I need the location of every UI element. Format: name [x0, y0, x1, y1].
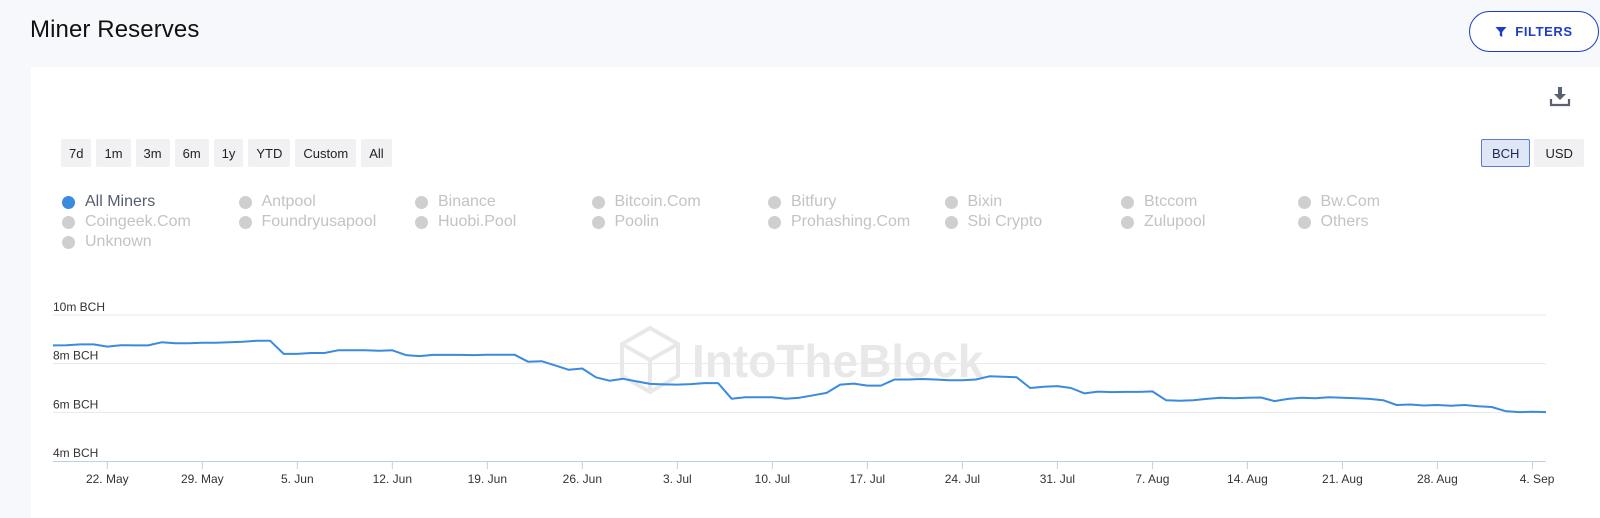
range-button-1m[interactable]: 1m	[96, 139, 131, 167]
legend-item[interactable]: Bw.Com	[1297, 193, 1475, 211]
legend-label: Unknown	[85, 233, 152, 250]
legend-item[interactable]: Btccom	[1121, 193, 1298, 211]
legend: All Miners Antpool Binance Bitcoin.Com Bitfu…	[62, 193, 1472, 251]
legend-item[interactable]: Prohashing.Com	[768, 213, 945, 231]
legend-label: Huobi.Pool	[438, 213, 517, 230]
range-button-1y[interactable]: 1y	[213, 139, 244, 167]
x-tick-label: 4. Sep	[1520, 472, 1555, 486]
x-tick-label: 22. May	[86, 472, 129, 486]
legend-label: Btccom	[1144, 193, 1198, 210]
legend-label: Zulupool	[1144, 213, 1206, 230]
legend-item[interactable]: Huobi.Pool	[415, 213, 592, 231]
x-tick-label: 28. Aug	[1417, 472, 1458, 486]
filters-label: FILTERS	[1515, 24, 1573, 39]
legend-label: Bw.Com	[1320, 193, 1381, 210]
legend-marker	[944, 195, 958, 209]
legend-marker	[768, 195, 781, 209]
legend-marker	[1121, 195, 1134, 209]
legend-label: Foundryusapool	[261, 213, 377, 230]
watermark: IntoTheBlock	[620, 325, 984, 395]
filter-icon	[1495, 26, 1507, 37]
legend-item[interactable]: Antpool	[238, 193, 416, 211]
legend-item[interactable]: Bitfury	[768, 193, 945, 211]
legend-marker	[1297, 195, 1311, 209]
legend-item[interactable]: Poolin	[591, 213, 769, 231]
range-button-7d[interactable]: 7d	[61, 139, 92, 167]
legend-label: Sbi Crypto	[967, 213, 1043, 230]
legend-marker	[62, 215, 75, 229]
legend-item[interactable]: Others	[1297, 213, 1475, 231]
legend-item[interactable]: Unknown	[62, 233, 239, 251]
x-tick-label: 31. Jul	[1040, 472, 1075, 486]
x-tick-label: 12. Jun	[373, 472, 412, 486]
legend-item[interactable]: Sbi Crypto	[944, 213, 1122, 231]
x-tick-label: 5. Jun	[281, 472, 314, 486]
x-tick-label: 19. Jun	[468, 472, 507, 486]
range-button-6m[interactable]: 6m	[174, 139, 209, 167]
y-tick-label: 4m BCH	[53, 446, 98, 460]
legend-marker	[238, 195, 252, 209]
legend-label: Poolin	[614, 213, 659, 230]
y-tick-label: 8m BCH	[53, 349, 98, 363]
legend-marker	[1121, 215, 1134, 229]
y-tick-label: 6m BCH	[53, 397, 98, 411]
legend-label: Prohashing.Com	[791, 213, 911, 230]
y-tick-label: 10m BCH	[53, 300, 105, 314]
legend-marker	[944, 215, 958, 229]
x-tick-label: 21. Aug	[1322, 472, 1363, 486]
legend-marker	[1297, 215, 1311, 229]
legend-item[interactable]: Foundryusapool	[238, 213, 416, 231]
download-icon[interactable]	[1549, 85, 1571, 107]
range-button-custom[interactable]: Custom	[295, 139, 357, 167]
watermark-logo-icon	[620, 325, 680, 395]
legend-item[interactable]: Bitcoin.Com	[591, 193, 769, 211]
range-button-3m[interactable]: 3m	[135, 139, 170, 167]
page-title: Miner Reserves	[30, 16, 200, 43]
legend-label: Bitfury	[791, 193, 837, 210]
x-tick-label: 29. May	[181, 472, 224, 486]
legend-item[interactable]: Binance	[415, 193, 592, 211]
legend-label: Coingeek.Com	[85, 213, 191, 230]
series-line-all-miners	[52, 339, 1547, 414]
legend-item[interactable]: Bixin	[944, 193, 1122, 211]
legend-marker	[591, 215, 605, 229]
legend-item[interactable]: Coingeek.Com	[62, 213, 239, 231]
legend-item[interactable]: All Miners	[62, 193, 239, 211]
x-tick-label: 26. Jun	[563, 472, 602, 486]
x-tick-label: 14. Aug	[1227, 472, 1268, 486]
legend-item[interactable]: Zulupool	[1121, 213, 1298, 231]
unit-button-usd[interactable]: USD	[1534, 139, 1584, 167]
x-tick-label: 10. Jul	[755, 472, 790, 486]
range-button-ytd[interactable]: YTD	[248, 139, 291, 167]
unit-button-bch[interactable]: BCH	[1481, 139, 1531, 167]
x-tick-label: 7. Aug	[1135, 472, 1169, 486]
legend-marker	[415, 195, 428, 209]
legend-label: Bixin	[967, 193, 1003, 210]
legend-marker	[62, 195, 75, 209]
x-tick-label: 3. Jul	[663, 472, 692, 486]
legend-label: Others	[1320, 213, 1369, 230]
range-button-all[interactable]: All	[361, 139, 392, 167]
legend-marker	[238, 215, 252, 229]
unit-toggle: BCH USD	[1481, 139, 1584, 167]
chart-card	[31, 67, 1600, 518]
legend-label: Bitcoin.Com	[614, 193, 701, 210]
filters-button[interactable]: FILTERS	[1469, 11, 1599, 52]
legend-marker	[415, 215, 428, 229]
legend-marker	[591, 195, 605, 209]
legend-marker	[768, 215, 781, 229]
legend-label: Antpool	[261, 193, 316, 210]
range-selector: 7d 1m 3m 6m 1y YTD Custom All	[61, 139, 392, 167]
legend-label: All Miners	[85, 193, 156, 210]
x-tick-label: 17. Jul	[850, 472, 885, 486]
watermark-text: IntoTheBlock	[692, 335, 984, 387]
legend-label: Binance	[438, 193, 496, 210]
x-tick-label: 24. Jul	[945, 472, 980, 486]
legend-marker	[62, 235, 75, 249]
